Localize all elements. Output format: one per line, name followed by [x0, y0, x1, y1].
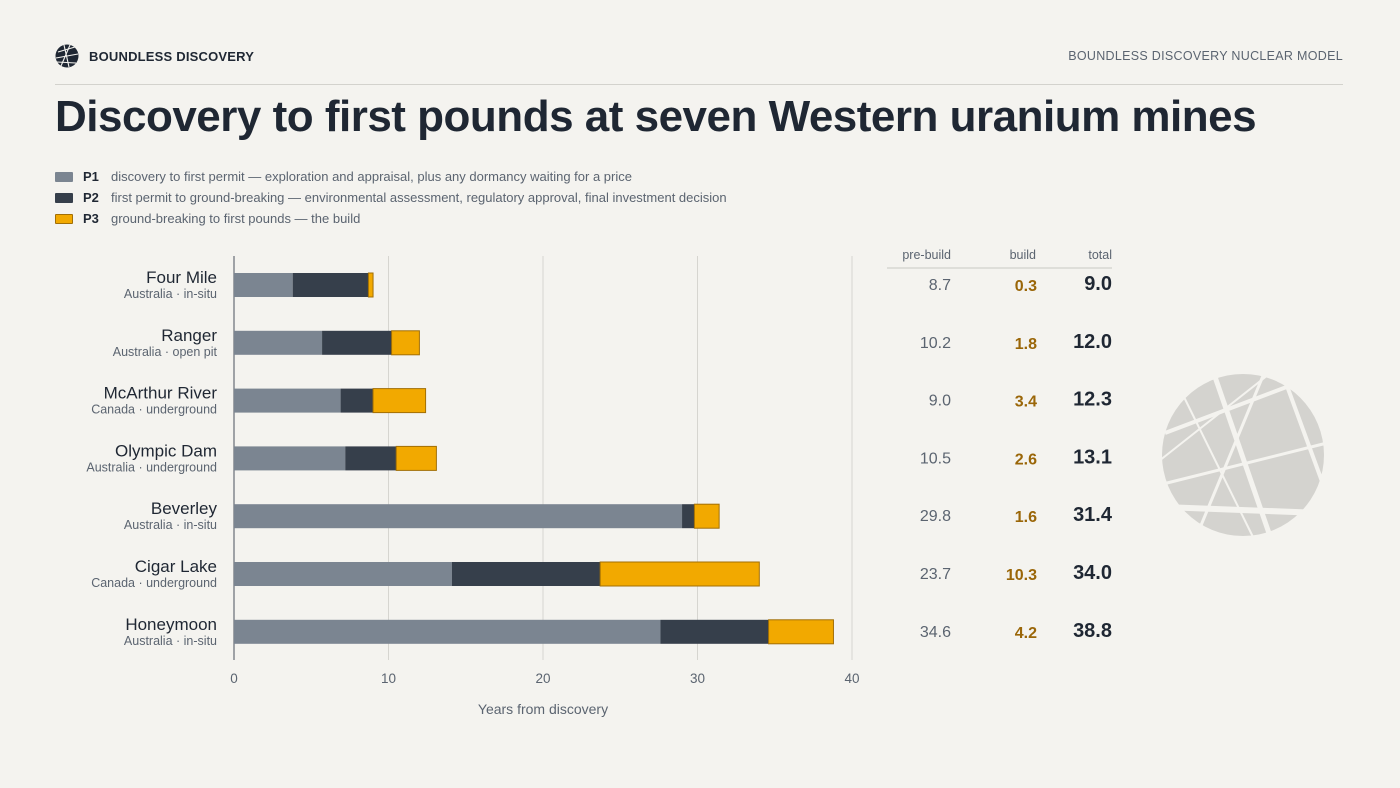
bar-honeymoon-p3	[768, 619, 834, 645]
mine-name-beverley: Beverley	[151, 499, 218, 518]
x-tick-label-40: 40	[844, 671, 859, 686]
watermark-stroke-4	[1162, 504, 1322, 516]
bar-ranger-p1	[234, 330, 323, 355]
bar-honeymoon-p1	[234, 619, 661, 644]
pre-build-value-mcarthur-river: 9.0	[929, 393, 951, 410]
legend-desc-p1: discovery to first permit — exploration …	[111, 169, 632, 184]
legend-key-p2: P2	[83, 190, 99, 205]
bar-four-mile-p1	[234, 273, 293, 297]
legend-item-p1: P1 discovery to first permit — explorati…	[55, 166, 727, 187]
total-value-four-mile: 9.0	[1084, 273, 1112, 295]
brand: BOUNDLESS DISCOVERY	[55, 44, 254, 68]
x-tick-label-10: 10	[381, 671, 396, 686]
bar-cigar-lake-p1	[234, 562, 452, 586]
total-value-beverley: 31.4	[1073, 504, 1113, 526]
watermark-stroke-5	[1281, 374, 1329, 496]
bar-mcarthur-river-p1	[234, 388, 341, 413]
bar-olympic-dam-p3	[395, 445, 437, 471]
mine-location-olympic-dam: Australia · underground	[86, 460, 217, 474]
mine-name-ranger: Ranger	[161, 326, 217, 345]
mine-location-honeymoon: Australia · in-situ	[124, 634, 217, 648]
build-value-mcarthur-river: 3.4	[1015, 394, 1037, 411]
bar-cigar-lake-p2	[451, 562, 601, 586]
total-value-honeymoon: 38.8	[1073, 620, 1112, 642]
x-tick-label-20: 20	[535, 671, 550, 686]
page-header: BOUNDLESS DISCOVERY BOUNDLESS DISCOVERY …	[55, 44, 1343, 85]
legend-key-p1: P1	[83, 169, 99, 184]
build-value-beverley: 1.6	[1015, 509, 1037, 526]
pre-build-value-four-mile: 8.7	[929, 277, 951, 294]
watermark-stroke-7	[1158, 370, 1274, 462]
total-value-ranger: 12.0	[1073, 331, 1112, 353]
legend-swatch-p2	[55, 192, 73, 203]
mine-location-ranger: Australia · open pit	[113, 345, 218, 359]
watermark-logo-icon	[1158, 370, 1329, 540]
mine-name-four-mile: Four Mile	[146, 268, 217, 287]
table-header-total: total	[1088, 248, 1112, 262]
bar-beverley-p3	[693, 503, 720, 529]
brand-logo-icon	[55, 44, 79, 68]
mine-location-four-mile: Australia · in-situ	[124, 287, 217, 301]
brand-name: BOUNDLESS DISCOVERY	[89, 48, 255, 64]
mine-location-beverley: Australia · in-situ	[124, 518, 217, 532]
bar-beverley-p2	[682, 504, 695, 529]
pre-build-value-olympic-dam: 10.5	[920, 450, 951, 467]
total-value-olympic-dam: 13.1	[1073, 446, 1112, 468]
mine-location-mcarthur-river: Canada · underground	[91, 403, 217, 417]
watermark-stroke-6	[1182, 394, 1254, 538]
build-value-honeymoon: 4.2	[1015, 625, 1037, 642]
total-value-mcarthur-river: 12.3	[1073, 389, 1112, 411]
bar-four-mile-p3	[367, 272, 374, 298]
legend-swatch-p1	[55, 171, 73, 182]
legend-item-p3: P3 ground-breaking to first pounds — the…	[55, 208, 727, 229]
model-name: BOUNDLESS DISCOVERY NUCLEAR MODEL	[1068, 49, 1343, 63]
page-title: Discovery to first pounds at seven Weste…	[55, 92, 1257, 141]
bar-ranger-p3	[391, 330, 420, 356]
legend-key-p3: P3	[83, 211, 99, 226]
legend-desc-p3: ground-breaking to first pounds — the bu…	[111, 211, 361, 226]
legend: P1 discovery to first permit — explorati…	[55, 166, 727, 229]
bar-honeymoon-p2	[660, 619, 769, 644]
bar-cigar-lake-p3	[599, 561, 760, 587]
build-value-ranger: 1.8	[1015, 336, 1037, 353]
x-tick-label-0: 0	[230, 671, 238, 686]
x-axis-title: Years from discovery	[478, 701, 608, 717]
pre-build-value-ranger: 10.2	[920, 335, 951, 352]
mine-location-cigar-lake: Canada · underground	[91, 576, 217, 590]
pre-build-value-cigar-lake: 23.7	[920, 566, 951, 583]
bar-olympic-dam-p1	[234, 446, 346, 471]
legend-swatch-p3	[55, 213, 73, 224]
build-value-four-mile: 0.3	[1015, 278, 1037, 295]
bar-mcarthur-river-p3	[372, 388, 427, 414]
table-header-build: build	[1010, 248, 1036, 262]
table-header-pre-build: pre-build	[902, 248, 951, 262]
legend-item-p2: P2 first permit to ground-breaking — env…	[55, 187, 727, 208]
mine-name-olympic-dam: Olympic Dam	[115, 441, 217, 460]
build-value-olympic-dam: 2.6	[1015, 451, 1037, 468]
mine-name-mcarthur-river: McArthur River	[104, 384, 218, 403]
build-value-cigar-lake: 10.3	[1006, 567, 1037, 584]
x-tick-label-30: 30	[690, 671, 705, 686]
mine-name-honeymoon: Honeymoon	[125, 615, 217, 634]
legend-desc-p2: first permit to ground-breaking — enviro…	[111, 190, 727, 205]
pre-build-value-beverley: 29.8	[920, 508, 951, 525]
bar-beverley-p1	[234, 504, 683, 529]
bar-four-mile-p2	[292, 273, 369, 297]
mine-name-cigar-lake: Cigar Lake	[135, 557, 217, 576]
total-value-cigar-lake: 34.0	[1073, 562, 1112, 584]
bar-ranger-p2	[322, 330, 392, 355]
pre-build-value-honeymoon: 34.6	[920, 624, 951, 641]
bar-mcarthur-river-p2	[340, 388, 374, 413]
bar-olympic-dam-p2	[345, 446, 397, 471]
